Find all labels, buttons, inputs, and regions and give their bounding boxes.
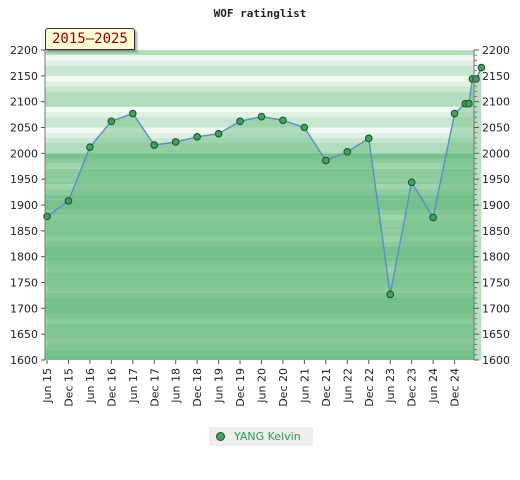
x-tick-label: Dec 23 — [406, 368, 419, 407]
data-point — [171, 138, 180, 146]
x-tick-label: Dec 19 — [234, 368, 247, 407]
y-tick-label: 1950 — [482, 173, 510, 186]
series-area-fill — [47, 67, 482, 360]
x-tick-label: Dec 21 — [320, 368, 333, 407]
x-tick-label: Jun 21 — [298, 368, 311, 404]
data-point — [86, 143, 94, 151]
background-band — [45, 91, 474, 97]
background-band — [45, 96, 474, 102]
y-tick-label: 1750 — [482, 277, 510, 290]
y-tick-label: 1700 — [10, 302, 38, 315]
period-badge: 2015–2025 — [45, 28, 135, 50]
x-tick-label: Dec 20 — [277, 368, 290, 407]
data-point — [214, 129, 223, 138]
data-point — [465, 99, 473, 108]
chart-title: WOF ratinglist — [214, 7, 307, 20]
background-band — [45, 55, 474, 61]
y-tick-label: 2100 — [10, 96, 38, 109]
y-axis-left-ticks: 1600 1650 1700 1750 1800 1850 1900 1950 2000 2050… — [10, 44, 45, 367]
data-point — [322, 156, 330, 165]
data-point — [64, 197, 73, 205]
y-tick-label: 2050 — [10, 122, 38, 135]
x-tick-label: Dec 24 — [449, 368, 462, 407]
y-tick-label: 1900 — [482, 199, 510, 212]
background-band — [45, 60, 474, 66]
data-point — [257, 112, 266, 121]
y-tick-label: 2200 — [482, 44, 510, 57]
data-points — [43, 63, 486, 299]
data-point — [386, 290, 395, 299]
background-band — [45, 81, 474, 87]
y-tick-label: 1600 — [10, 354, 38, 367]
data-point — [300, 123, 309, 132]
y-tick-label: 1900 — [10, 199, 38, 212]
x-tick-label: Dec 18 — [191, 368, 204, 407]
background-band — [45, 50, 474, 56]
background-band — [45, 101, 474, 107]
x-axis-ticks: Jun 15 Dec 15 Jun 16 Dec 16 Jun 17 Dec 17 Jun … — [41, 360, 462, 407]
y-tick-label: 2050 — [482, 122, 510, 135]
y-tick-label: 1850 — [482, 225, 510, 238]
x-tick-label: Jun 20 — [256, 368, 269, 404]
background-band — [45, 65, 474, 71]
y-tick-label: 1850 — [10, 225, 38, 238]
data-point — [129, 109, 137, 118]
y-tick-label: 2200 — [10, 44, 38, 57]
x-tick-label: Jun 22 — [341, 368, 354, 404]
data-point — [193, 133, 201, 141]
data-point — [477, 63, 486, 72]
y-tick-label: 1700 — [482, 302, 510, 315]
y-tick-label: 1800 — [10, 251, 38, 264]
data-point — [150, 141, 159, 149]
data-point — [450, 109, 459, 118]
x-tick-label: Dec 17 — [148, 368, 161, 407]
y-tick-label: 2100 — [482, 96, 510, 109]
y-tick-label: 2150 — [482, 70, 510, 83]
y-tick-label: 1750 — [10, 277, 38, 290]
x-tick-label: Jun 19 — [213, 368, 226, 404]
y-tick-label: 1650 — [10, 328, 38, 341]
data-point — [429, 213, 437, 222]
data-point — [407, 178, 416, 187]
y-tick-label: 1650 — [482, 328, 510, 341]
background-band — [45, 75, 474, 81]
data-point — [107, 117, 116, 126]
data-point — [279, 116, 287, 125]
legend-label: YANG Kelvin — [234, 430, 301, 443]
background-band — [45, 106, 474, 112]
data-point — [236, 117, 244, 126]
y-tick-label: 1600 — [482, 354, 510, 367]
x-tick-label: Jun 17 — [127, 368, 140, 404]
x-tick-label: Dec 16 — [105, 368, 118, 407]
y-tick-label: 2000 — [482, 147, 510, 160]
y-tick-label: 2150 — [10, 70, 38, 83]
legend-marker — [216, 432, 225, 441]
background-band — [45, 86, 474, 92]
x-tick-label: Dec 22 — [363, 368, 376, 407]
x-tick-label: Jun 23 — [384, 368, 397, 404]
legend: YANG Kelvin — [209, 427, 313, 446]
x-tick-label: Dec 15 — [62, 368, 75, 407]
data-point — [343, 147, 352, 156]
data-point — [364, 134, 373, 143]
x-tick-label: Jun 18 — [170, 368, 183, 404]
x-tick-label: Jun 15 — [41, 368, 54, 404]
y-tick-label: 1800 — [482, 251, 510, 264]
x-tick-label: Jun 16 — [84, 368, 97, 404]
y-tick-label: 1950 — [10, 173, 38, 186]
background-band — [45, 70, 474, 76]
y-tick-label: 2000 — [10, 147, 38, 160]
x-tick-label: Jun 24 — [427, 368, 440, 404]
y-axis-right-minor-ticks — [474, 54, 477, 356]
y-axis-right-ticks: 1600 1650 1700 1750 1800 1850 1900 1950 2000 2050… — [474, 44, 510, 367]
